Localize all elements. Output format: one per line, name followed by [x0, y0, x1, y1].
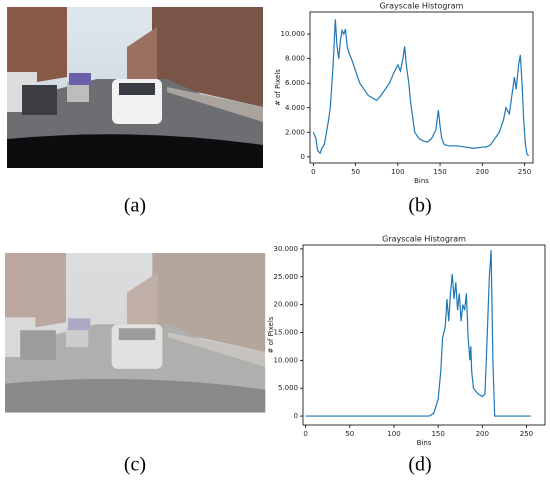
caption: (d): [408, 454, 431, 476]
y-tick-label: 25.000: [274, 273, 299, 281]
photo-original: [7, 7, 263, 168]
x-tick-label: 100: [391, 168, 404, 176]
x-axis-label: Bins: [417, 439, 432, 447]
y-tick-label: 5.000: [278, 384, 298, 392]
x-tick-label: 250: [520, 430, 533, 438]
histogram-line: [305, 249, 531, 417]
y-tick-label: 30.000: [274, 245, 299, 253]
x-tick-label: 50: [345, 430, 354, 438]
y-tick-label: 8.000: [285, 55, 305, 63]
x-tick-label: 150: [431, 430, 444, 438]
photo-low-contrast: [5, 253, 266, 413]
y-tick-label: 2.000: [285, 128, 305, 136]
x-tick-label: 150: [433, 168, 446, 176]
x-tick-label: 250: [518, 168, 531, 176]
y-tick-label: 0: [294, 412, 298, 420]
y-tick-label: 4.000: [285, 104, 305, 112]
x-tick-label: 0: [303, 430, 307, 438]
plot-frame: [309, 11, 534, 164]
plot-frame: [302, 244, 546, 426]
y-tick-label: 20.000: [274, 301, 299, 309]
y-tick-label: 0: [301, 153, 305, 161]
caption: (c): [124, 454, 146, 476]
x-tick-label: 50: [351, 168, 360, 176]
x-tick-label: 200: [476, 430, 489, 438]
y-axis-label: # of Pixels: [274, 69, 282, 106]
caption: (a): [124, 195, 146, 217]
x-tick-label: 0: [311, 168, 315, 176]
chart-title: Grayscale Histogram: [380, 2, 464, 11]
chart-title: Grayscale Histogram: [382, 235, 466, 244]
y-tick-label: 10.000: [281, 30, 306, 38]
y-tick-label: 6.000: [285, 79, 305, 87]
x-tick-label: 100: [387, 430, 400, 438]
x-axis-label: Bins: [414, 177, 429, 185]
histogram-line: [312, 19, 530, 157]
y-tick-label: 15.000: [274, 328, 299, 336]
y-tick-label: 10.000: [274, 356, 299, 364]
y-axis-label: # of Pixels: [267, 316, 275, 353]
caption: (b): [408, 195, 431, 217]
x-tick-label: 200: [476, 168, 489, 176]
